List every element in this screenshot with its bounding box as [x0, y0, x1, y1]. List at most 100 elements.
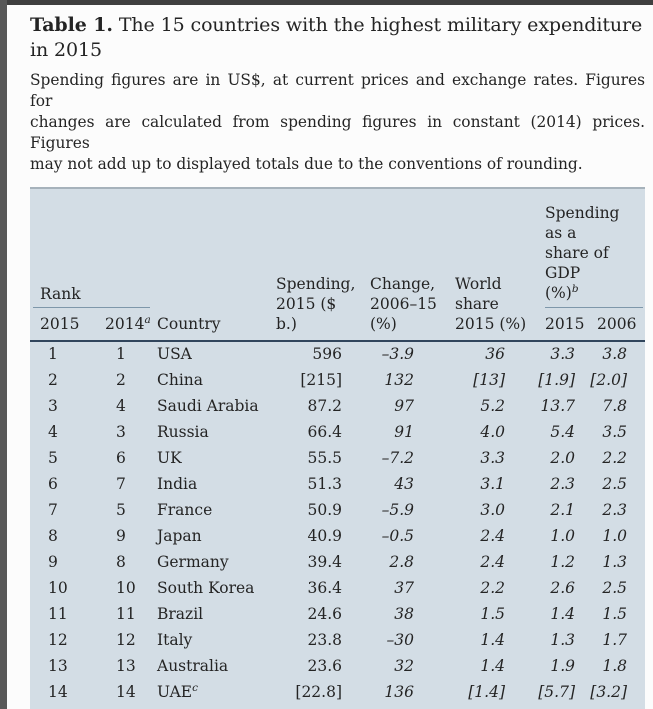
cell-rank_2014: 6: [116, 449, 126, 467]
caption-line: may not add up to displayed totals due t…: [30, 155, 583, 173]
cell-gdp_2006: 2.5: [602, 475, 628, 493]
cell-country: USA: [157, 345, 192, 363]
gdp-header-label: Spending as a share of GDP (%)b: [545, 204, 620, 302]
table-body: 1 1 USA 596 –3.9 36 3.3 3.8 2 2 China [215] 132 [13][…: [30, 341, 645, 709]
cell-world_share: 1.4: [480, 657, 505, 675]
rank-header-label: Rank: [40, 285, 81, 303]
cell-gdp_2015: 1.0: [550, 527, 575, 545]
cell-spending: [22.8]: [295, 683, 342, 701]
cell-country: Saudi Arabia: [157, 397, 259, 415]
cell-gdp_2006: 1.8: [602, 657, 628, 675]
table-row: 9 8 Germany 39.4 2.8 2.4 1.2 1.3: [30, 550, 645, 576]
cell-change: –3.9: [381, 345, 414, 363]
rank-column-group: Rank 2015 2014a: [30, 188, 155, 342]
cell-spending: 23.8: [307, 631, 342, 649]
world-share-column-header: World share 2015 (%): [445, 188, 530, 342]
cell-gdp_2006: [2.0]: [590, 371, 628, 389]
scan-edge-left: [0, 0, 7, 709]
cell-rank_2015: 6: [48, 475, 58, 493]
cell-country: Italy: [157, 631, 193, 649]
gdp-2015-header: 2015: [545, 315, 585, 333]
page-title: Table 1. The 15 countries with the highe…: [30, 13, 645, 63]
cell-rank_2015: 12: [48, 631, 68, 649]
cell-spending: [215]: [300, 371, 342, 389]
table-row: 12 12 Italy 23.8 –30 1.4 1.3 1.7: [30, 628, 645, 654]
cell-world_share: 2.4: [480, 527, 505, 545]
gdp-year-subheaders: 2015 2006: [530, 314, 645, 334]
cell-gdp_2015: 1.3: [550, 631, 575, 649]
cell-change: –0.5: [381, 527, 414, 545]
cell-world_share: 3.1: [480, 475, 505, 493]
cell-spending: 55.5: [307, 449, 342, 467]
cell-gdp_2006: 1.5: [602, 605, 628, 623]
cell-rank_2014: 9: [116, 527, 126, 545]
cell-gdp_2015: 1.2: [550, 553, 575, 571]
change-column-header: Change, 2006–15 (%): [360, 188, 445, 342]
cell-change: 2.8: [389, 553, 414, 571]
cell-country: Brazil: [157, 605, 204, 623]
military-expenditure-table: Rank 2015 2014a Country Spending, 2015 (…: [30, 187, 646, 709]
caption-line: Spending figures are in US$, at current …: [30, 71, 645, 110]
cell-gdp_2006: 1.0: [602, 527, 628, 545]
cell-spending: 40.9: [307, 527, 342, 545]
cell-spending: 87.2: [307, 397, 342, 415]
cell-world_share: [1.4]: [468, 683, 505, 701]
cell-country: UK: [157, 449, 182, 467]
cell-spending: 51.3: [307, 475, 342, 493]
cell-rank_2015: 9: [48, 553, 58, 571]
table-row: 3 4 Saudi Arabia 87.2 97 5.2 13.7 7.8: [30, 394, 645, 420]
cell-spending: 24.6: [307, 605, 342, 623]
cell-gdp_2015: 13.7: [540, 397, 575, 415]
cell-country: South Korea: [157, 579, 255, 597]
table-row: 8 9 Japan 40.9 –0.5 2.4 1.0 1.0: [30, 524, 645, 550]
cell-rank_2015: 8: [48, 527, 58, 545]
rank-year-subheaders: 2015 2014a: [30, 314, 155, 334]
cell-country: Australia: [157, 657, 229, 675]
rank-2015-header: 2015: [40, 315, 80, 333]
footnote-c-marker: c: [192, 681, 198, 694]
cell-world_share: [13]: [473, 371, 505, 389]
cell-country: UAEc: [157, 681, 198, 701]
cell-country: Germany: [157, 553, 229, 571]
footnote-b-marker: b: [571, 282, 579, 295]
cell-gdp_2015: 2.0: [550, 449, 575, 467]
cell-gdp_2006: 2.2: [602, 449, 628, 467]
table-title-text: The 15 countries with the highest milita…: [30, 14, 643, 61]
cell-rank_2015: 14: [48, 683, 68, 701]
table-row: 11 11 Brazil 24.6 38 1.5 1.4 1.5: [30, 602, 645, 628]
cell-rank_2014: 7: [116, 475, 126, 493]
gdp-underline: [545, 307, 644, 308]
cell-gdp_2006: 7.8: [602, 397, 628, 415]
cell-gdp_2015: 2.1: [550, 501, 575, 519]
cell-gdp_2006: 1.3: [602, 553, 628, 571]
cell-country: Japan: [157, 527, 202, 545]
cell-rank_2015: 1: [48, 345, 58, 363]
cell-country: Russia: [157, 423, 209, 441]
cell-world_share: 3.0: [480, 501, 505, 519]
cell-gdp_2006: [3.2]: [590, 683, 628, 701]
cell-rank_2014: 12: [116, 631, 136, 649]
table-number: Table 1.: [30, 14, 113, 36]
cell-world_share: 2.4: [480, 553, 505, 571]
cell-rank_2015: 2: [48, 371, 58, 389]
cell-rank_2014: 10: [116, 579, 136, 597]
cell-gdp_2015: 5.4: [550, 423, 575, 441]
cell-world_share: 2.2: [480, 579, 505, 597]
cell-change: 91: [394, 423, 414, 441]
cell-rank_2015: 3: [48, 397, 58, 415]
cell-world_share: 5.2: [480, 397, 505, 415]
cell-world_share: 36: [485, 345, 505, 363]
cell-world_share: 1.4: [480, 631, 505, 649]
country-column-header: Country: [155, 188, 275, 342]
cell-rank_2015: 5: [48, 449, 58, 467]
cell-spending: 39.4: [307, 553, 342, 571]
spending-column-header: Spending, 2015 ($ b.): [275, 188, 360, 342]
cell-gdp_2015: 1.4: [550, 605, 575, 623]
caption-line: changes are calculated from spending fig…: [30, 113, 645, 152]
cell-gdp_2015: 3.3: [550, 345, 575, 363]
cell-spending: 36.4: [307, 579, 342, 597]
cell-rank_2014: 4: [116, 397, 126, 415]
cell-gdp_2006: 2.5: [602, 579, 628, 597]
cell-rank_2015: 10: [48, 579, 68, 597]
table-row: 6 7 India 51.3 43 3.1 2.3 2.5: [30, 472, 645, 498]
